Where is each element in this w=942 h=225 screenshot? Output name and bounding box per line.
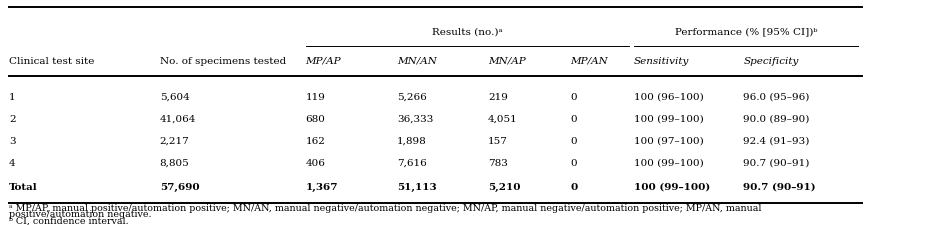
Text: ᵇ CI, confidence interval.: ᵇ CI, confidence interval. [9, 216, 129, 225]
Text: 100 (96–100): 100 (96–100) [634, 93, 704, 102]
Text: 406: 406 [305, 159, 326, 168]
Text: 157: 157 [488, 137, 508, 146]
Text: 7,616: 7,616 [397, 159, 427, 168]
Text: MP/AN: MP/AN [570, 57, 608, 66]
Text: 0: 0 [570, 159, 577, 168]
Text: 0: 0 [570, 115, 577, 124]
Text: 100 (99–100): 100 (99–100) [634, 115, 704, 124]
Text: Performance (% [95% CI])ᵇ: Performance (% [95% CI])ᵇ [674, 27, 817, 36]
Text: 100 (97–100): 100 (97–100) [634, 137, 704, 146]
Text: Total: Total [9, 183, 38, 192]
Text: 51,113: 51,113 [397, 183, 436, 192]
Text: MP/AP: MP/AP [305, 57, 341, 66]
Text: positive/automation negative.: positive/automation negative. [9, 210, 152, 219]
Text: 57,690: 57,690 [159, 183, 200, 192]
Text: ᵃ MP/AP, manual positive/automation positive; MN/AN, manual negative/automation : ᵃ MP/AP, manual positive/automation posi… [9, 204, 762, 213]
Text: 0: 0 [570, 183, 577, 192]
Text: Results (no.)ᵃ: Results (no.)ᵃ [432, 27, 503, 36]
Text: 4: 4 [9, 159, 16, 168]
Text: 0: 0 [570, 137, 577, 146]
Text: 5,266: 5,266 [397, 93, 427, 102]
Text: 2,217: 2,217 [159, 137, 189, 146]
Text: 2: 2 [9, 115, 16, 124]
Text: 90.7 (90–91): 90.7 (90–91) [743, 183, 816, 192]
Text: 1,898: 1,898 [397, 137, 427, 146]
Text: 5,604: 5,604 [159, 93, 189, 102]
Text: Sensitivity: Sensitivity [634, 57, 690, 66]
Text: No. of specimens tested: No. of specimens tested [159, 57, 285, 66]
Text: 41,064: 41,064 [159, 115, 196, 124]
Text: 680: 680 [305, 115, 326, 124]
Text: 0: 0 [570, 93, 577, 102]
Text: 162: 162 [305, 137, 326, 146]
Text: 4,051: 4,051 [488, 115, 518, 124]
Text: 783: 783 [488, 159, 508, 168]
Text: 92.4 (91–93): 92.4 (91–93) [743, 137, 810, 146]
Text: 3: 3 [9, 137, 16, 146]
Text: MN/AN: MN/AN [397, 57, 437, 66]
Text: 96.0 (95–96): 96.0 (95–96) [743, 93, 810, 102]
Text: 119: 119 [305, 93, 326, 102]
Text: 8,805: 8,805 [159, 159, 189, 168]
Text: MN/AP: MN/AP [488, 57, 526, 66]
Text: 5,210: 5,210 [488, 183, 521, 192]
Text: 90.0 (89–90): 90.0 (89–90) [743, 115, 810, 124]
Text: 100 (99–100): 100 (99–100) [634, 183, 710, 192]
Text: 219: 219 [488, 93, 508, 102]
Text: 90.7 (90–91): 90.7 (90–91) [743, 159, 810, 168]
Text: Clinical test site: Clinical test site [9, 57, 94, 66]
Text: 100 (99–100): 100 (99–100) [634, 159, 704, 168]
Text: 1: 1 [9, 93, 16, 102]
Text: Specificity: Specificity [743, 57, 799, 66]
Text: 1,367: 1,367 [305, 183, 338, 192]
Text: 36,333: 36,333 [397, 115, 433, 124]
